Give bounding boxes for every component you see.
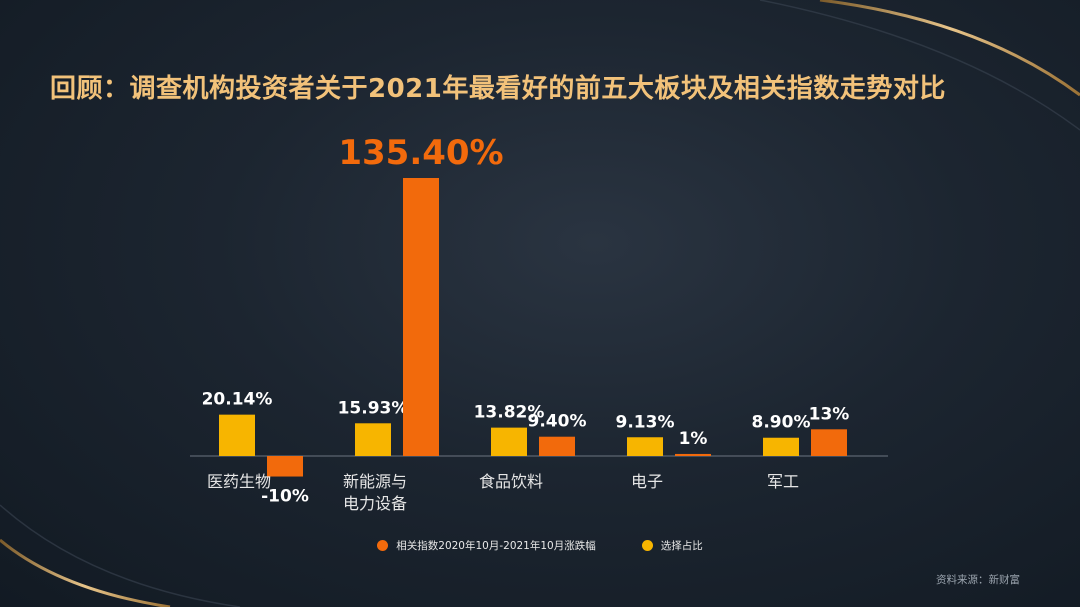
bar-selection-share-2 <box>491 427 527 456</box>
legend-item-selection-share: 选择占比 <box>641 538 703 553</box>
legend-swatch-index-change <box>377 540 389 551</box>
data-label-selection-share-1: 15.93% <box>338 398 409 418</box>
source-note: 资料来源：新财富 <box>936 574 1020 586</box>
bar-selection-share-4 <box>763 437 799 456</box>
legend-label-index-change: 相关指数2020年10月-2021年10月涨跌幅 <box>396 540 596 552</box>
data-label-index-change-2: 9.40% <box>528 412 587 432</box>
bar-index-change-2 <box>539 436 575 456</box>
data-label-selection-share-2: 13.82% <box>474 403 545 423</box>
bar-selection-share-1 <box>355 423 391 456</box>
chart-legend: 相关指数2020年10月-2021年10月涨跌幅 选择占比 <box>0 538 1080 553</box>
data-label-selection-share-4: 8.90% <box>752 413 811 433</box>
bar-selection-share-0 <box>219 414 255 456</box>
bar-index-change-3 <box>675 453 711 456</box>
bar-index-change-1 <box>403 178 439 456</box>
category-label-1-line-1: 电力设备 <box>343 494 407 513</box>
data-label-selection-share-3: 9.13% <box>616 412 675 432</box>
legend-swatch-selection-share <box>641 540 653 551</box>
category-label-1-line-0: 新能源与 <box>343 472 407 491</box>
bar-index-change-0 <box>267 456 303 477</box>
category-label-2: 食品饮料 <box>479 472 543 491</box>
category-label-0: 医药生物 <box>207 472 271 491</box>
category-label-3: 电子 <box>631 472 663 491</box>
data-label-selection-share-0: 20.14% <box>202 390 273 410</box>
bar-selection-share-3 <box>627 437 663 456</box>
data-label-index-change-4: 13% <box>809 404 850 424</box>
chart-title: 回顾：调查机构投资者关于2021年最看好的前五大板块及相关指数走势对比 <box>50 74 946 104</box>
data-label-index-change-1: 135.40% <box>338 133 503 173</box>
data-label-index-change-3: 1% <box>679 429 708 449</box>
legend-label-selection-share: 选择占比 <box>660 540 703 552</box>
legend-item-index-change: 相关指数2020年10月-2021年10月涨跌幅 <box>377 538 596 553</box>
data-label-index-change-0: -10% <box>261 487 309 507</box>
bar-index-change-4 <box>811 429 847 456</box>
category-label-4: 军工 <box>767 472 799 491</box>
